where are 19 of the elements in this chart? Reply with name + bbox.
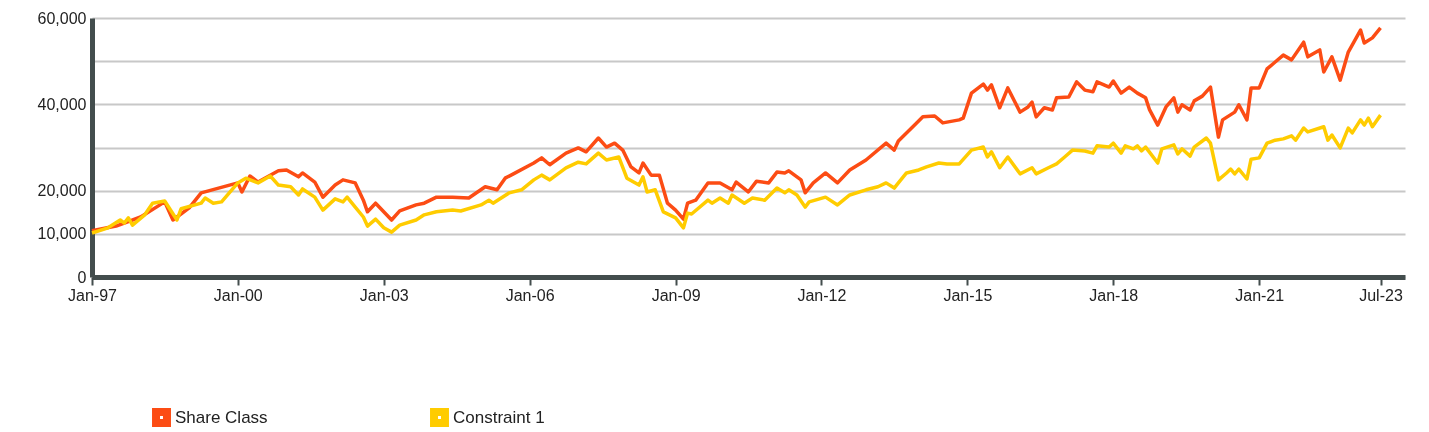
y-tick-label: 0 [77, 268, 87, 286]
x-tick-label: Jul-23 [1359, 286, 1403, 304]
x-tick-label: Jan-18 [1089, 286, 1139, 304]
y-tick-label: 10,000 [37, 225, 87, 243]
y-tick-label: 20,000 [37, 182, 87, 200]
x-tick-label: Jan-21 [1235, 286, 1285, 304]
legend-label: Share Class [175, 407, 268, 427]
x-tick-label: Jan-09 [651, 286, 701, 304]
y-tick-label: 60,000 [37, 9, 87, 27]
x-tick-label: Jan-06 [505, 286, 555, 304]
y-tick-label: 40,000 [37, 95, 87, 113]
line-series [90, 113, 1383, 235]
x-tick-label: Jan-03 [359, 286, 409, 304]
x-tick-label: Jan-12 [797, 286, 847, 304]
x-tick-label: Jan-97 [68, 286, 118, 304]
x-tick-label: Jan-00 [213, 286, 263, 304]
x-tick-label: Jan-15 [943, 286, 993, 304]
line-series [90, 26, 1383, 233]
legend-label: Constraint 1 [453, 407, 545, 427]
